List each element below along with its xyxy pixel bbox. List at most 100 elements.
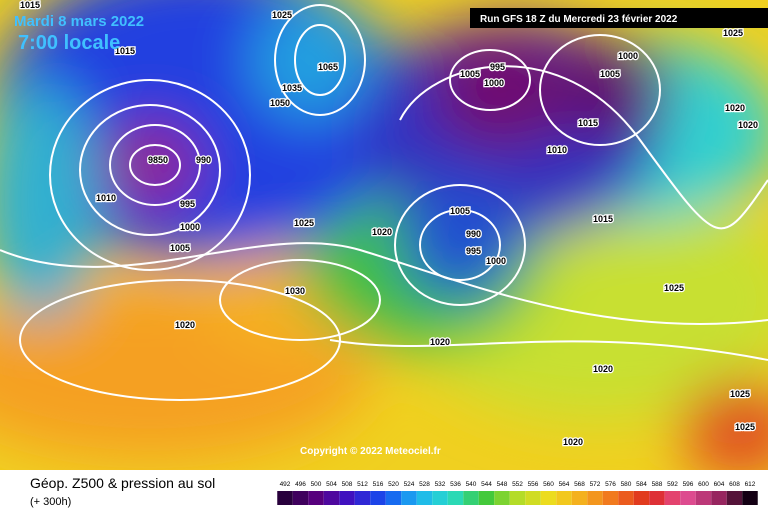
isobar-label: 1015 [20,0,40,10]
scale-swatch [292,491,309,505]
isobar-label: 1020 [372,227,392,237]
scale-swatch [277,491,293,505]
isobar-label: 1020 [430,337,450,347]
isobar-label: 1050 [270,98,290,108]
scale-label: 552 [512,481,523,488]
run-box [470,8,768,28]
scale-swatch [370,491,386,505]
scale-swatch [649,491,665,505]
field [0,0,768,480]
scale-label: 508 [342,481,353,488]
scale-label: 604 [714,481,725,488]
scale-label: 560 [543,481,554,488]
scale-label: 516 [373,481,384,488]
scale-label: 568 [574,481,585,488]
scale-swatch [695,491,712,505]
isobar-label: 1025 [730,389,750,399]
isobar-label: 1020 [738,120,758,130]
isobar-label: 1015 [593,214,613,224]
isobar-label: 1020 [593,364,613,374]
isobars [0,4,768,401]
scale-label: 524 [404,481,415,488]
scale-label: 536 [450,481,461,488]
scale-label: 600 [698,481,709,488]
isobar-label: 1005 [460,69,480,79]
scale-swatch [385,491,402,505]
scale-label: 528 [419,481,430,488]
scale-label: 572 [590,481,601,488]
scale-swatch [463,491,479,505]
isobar-label: 995 [466,246,481,256]
isobar-label: 1010 [547,145,567,155]
scale-swatch [509,491,526,505]
isobar-label: 1015 [115,46,135,56]
scale-label: 492 [280,481,291,488]
isobar-label: 1025 [272,10,292,20]
date: Mardi 8 mars 2022 [14,13,144,30]
scale-label: 564 [559,481,570,488]
scale-label: 584 [636,481,647,488]
isobar-label: 1025 [723,28,743,38]
scale-swatch [556,491,572,505]
isobar-label: 1025 [664,283,684,293]
scale-swatch [540,491,557,505]
scale-swatch [726,491,743,505]
scale-swatch [742,491,758,505]
scale-swatch [633,491,650,505]
isobar-label: 9850 [148,155,168,165]
isobar-label: 1035 [282,83,302,93]
scale-label: 512 [357,481,368,488]
isobar-label: 1005 [450,206,470,216]
isobar-label: 1015 [578,118,598,128]
isobar-label: 1065 [318,62,338,72]
scale-swatch [618,491,634,505]
color-scale: 492 496 500 504 508 512 516 520 524 528 532 536 540 5… [277,481,758,505]
scale-label: 520 [388,481,399,488]
scale-swatch [339,491,355,505]
isobar-label: 1000 [486,256,506,266]
isobar-label: 995 [180,199,195,209]
scale-swatch [587,491,603,505]
scale-swatch [354,491,371,505]
scale-swatch [602,491,619,505]
isobar-label: 1005 [600,69,620,79]
isobar-label: 1010 [96,193,116,203]
scale-swatch [308,491,324,505]
isobar-labels: 1015 1025 1065 1035 1050 9850 990 995 1000 1005 10… [19,0,760,448]
scale-label: 596 [683,481,694,488]
footer-lead: (+ 300h) [30,496,71,508]
isobar-label: 1020 [563,437,583,447]
time: 7:00 locale [18,32,120,54]
isobar-label: 990 [196,155,211,165]
scale-label: 608 [729,481,740,488]
scale-swatch [323,491,340,505]
scale-label: 544 [481,481,492,488]
scale-swatch [664,491,681,505]
scale-swatch [478,491,495,505]
scale-label: 580 [621,481,632,488]
scale-label: 556 [528,481,539,488]
scale-swatch [711,491,727,505]
scale-swatch [525,491,541,505]
scale-label: 588 [652,481,663,488]
isobar-label: 1025 [294,218,314,228]
scale-swatch [432,491,448,505]
isobar-label: 990 [466,229,481,239]
scale-swatch [447,491,464,505]
isobar-label: 995 [490,62,505,72]
scale-swatch [401,491,417,505]
scale-label: 496 [295,481,306,488]
scale-swatch [416,491,433,505]
isobar-label: 1000 [618,51,638,61]
isobar-label: 1025 [735,422,755,432]
isobar-label: 1030 [285,286,305,296]
scale-label: 540 [466,481,477,488]
scale-swatch [494,491,510,505]
scale-swatch [680,491,696,505]
scale-label: 500 [311,481,322,488]
scale-label: 576 [605,481,616,488]
isobar-label: 1020 [175,320,195,330]
scale-label: 548 [497,481,508,488]
isobar-label: 1005 [170,243,190,253]
